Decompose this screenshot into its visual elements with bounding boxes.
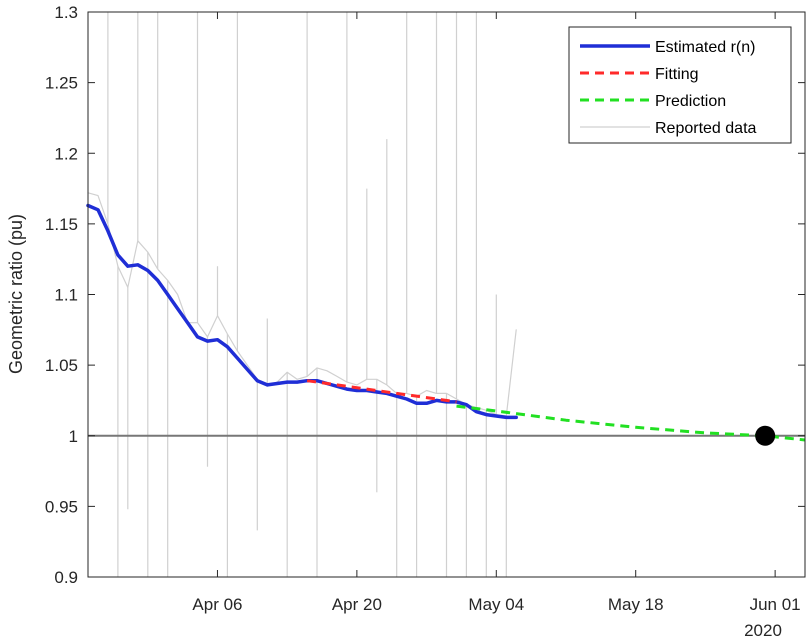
prediction-line (456, 404, 806, 442)
y-tick-label: 1.25 (45, 74, 78, 93)
y-tick-label: 1 (69, 427, 78, 446)
x-axis-year-label: 2020 (744, 621, 782, 640)
milestone-point (755, 425, 776, 446)
reported-data-line (87, 192, 517, 417)
legend-label: Estimated r(n) (655, 39, 755, 56)
y-tick-label: 1.1 (54, 286, 78, 305)
x-tick-label: Jun 01 (750, 595, 801, 614)
fitting-line (306, 379, 457, 404)
legend-items: Estimated r(n) Fitting Prediction Reported … (580, 39, 757, 137)
y-tick-label: 1.05 (45, 356, 78, 375)
y-axis-ticks: 0.9 0.95 1 1.05 1.1 1.15 1.2 1.25 1.3 (45, 3, 805, 587)
legend-label: Reported data (655, 120, 757, 137)
y-tick-label: 1.15 (45, 215, 78, 234)
x-tick-label: May 04 (468, 595, 524, 614)
y-tick-label: 0.9 (54, 568, 78, 587)
x-tick-label: Apr 06 (192, 595, 242, 614)
x-axis-ticks: Apr 06 Apr 20 May 04 May 18 Jun 01 (192, 12, 801, 614)
fitting-series (306, 379, 457, 404)
reported-data-series (87, 12, 517, 577)
y-axis-label: Geometric ratio (pu) (6, 214, 26, 374)
x-tick-label: May 18 (608, 595, 664, 614)
prediction-series (456, 404, 806, 442)
y-tick-label: 0.95 (45, 497, 78, 516)
y-tick-label: 1.2 (54, 144, 78, 163)
y-tick-label: 1.3 (54, 3, 78, 22)
x-tick-label: Apr 20 (332, 595, 382, 614)
legend-label: Fitting (655, 66, 699, 83)
legend-label: Prediction (655, 93, 726, 110)
legend: Estimated r(n) Fitting Prediction Reported … (568, 26, 792, 144)
